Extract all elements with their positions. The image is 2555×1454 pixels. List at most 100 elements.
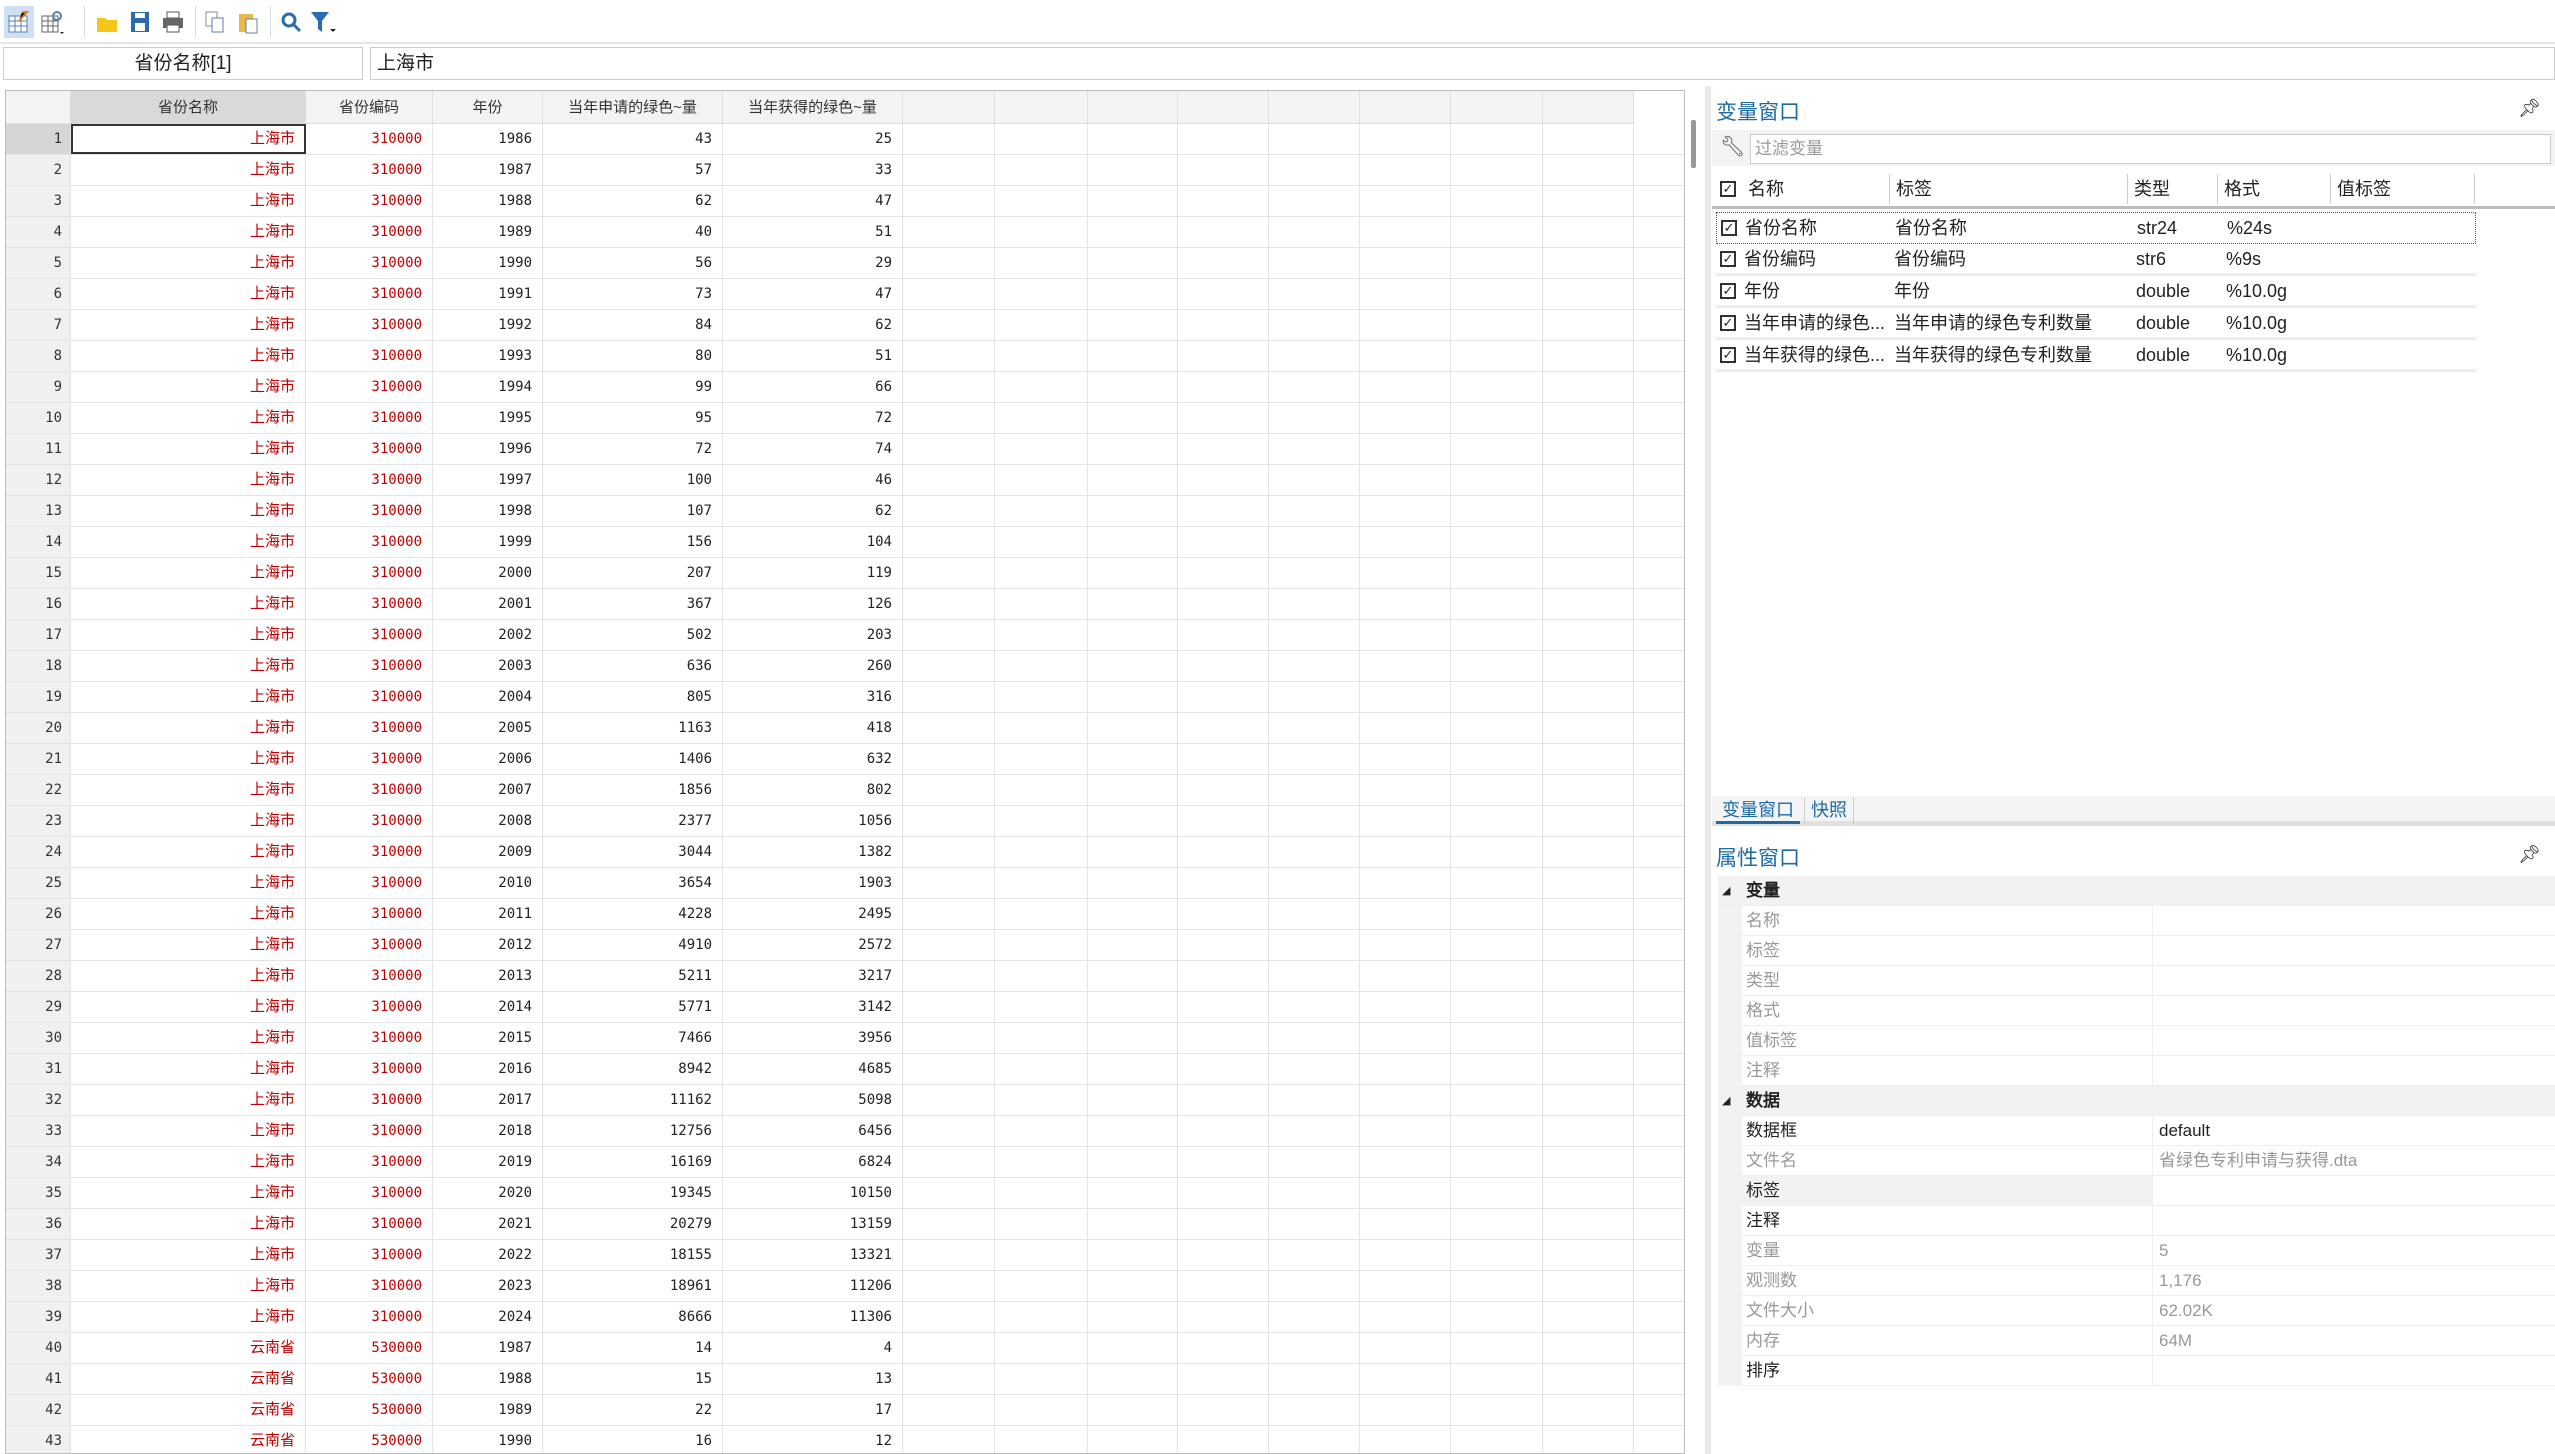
empty-cell[interactable] [1178,558,1269,588]
property-row[interactable]: 名称 [1718,906,2555,936]
empty-cell[interactable] [995,496,1088,526]
empty-cell[interactable] [903,1426,995,1453]
empty-cell[interactable] [995,682,1088,712]
cell-province-code[interactable]: 310000 [306,961,433,991]
empty-cell[interactable] [1543,372,1634,402]
empty-cell[interactable] [1543,1209,1634,1239]
cell-province-name[interactable]: 云南省 [71,1426,306,1453]
cell-applied[interactable]: 805 [543,682,723,712]
empty-cell[interactable] [1269,558,1360,588]
empty-cell[interactable] [1543,1395,1634,1425]
cell-applied[interactable]: 20279 [543,1209,723,1239]
empty-cell[interactable] [1543,310,1634,340]
variable-row[interactable]: ✓ 省份编码 省份编码 str6 %9s [1716,244,2476,276]
cell-granted[interactable]: 11206 [723,1271,903,1301]
cell-year[interactable]: 1990 [433,248,543,278]
cell-year[interactable]: 2014 [433,992,543,1022]
empty-cell[interactable] [1088,589,1178,619]
cell-province-name[interactable]: 上海市 [71,496,306,526]
select-all-checkbox[interactable]: ✓ [1720,181,1736,197]
empty-cell[interactable] [1088,155,1178,185]
cell-province-name[interactable]: 上海市 [71,558,306,588]
cell-province-code[interactable]: 310000 [306,1116,433,1146]
empty-cell[interactable] [995,899,1088,929]
empty-cell[interactable] [903,465,995,495]
cell-granted[interactable]: 74 [723,434,903,464]
empty-cell[interactable] [1269,186,1360,216]
cell-province-name[interactable]: 上海市 [71,930,306,960]
empty-cell[interactable] [1088,465,1178,495]
empty-cell[interactable] [1360,155,1451,185]
empty-cell[interactable] [1543,403,1634,433]
cell-year[interactable]: 1993 [433,341,543,371]
cell-province-name[interactable]: 上海市 [71,1054,306,1084]
pin-icon[interactable]: 📌︎ [2518,98,2541,118]
empty-cell[interactable] [1269,1178,1360,1208]
header-value-label[interactable]: 值标签 [2331,174,2475,204]
empty-cell[interactable] [1178,186,1269,216]
empty-cell[interactable] [1360,434,1451,464]
data-editor-edit-icon[interactable] [4,6,34,38]
empty-cell[interactable] [1543,930,1634,960]
cell-province-name[interactable]: 上海市 [71,1085,306,1115]
empty-cell[interactable] [1360,806,1451,836]
row-number[interactable]: 16 [6,589,71,619]
grid-vertical-scrollbar[interactable] [1689,110,1699,1450]
row-number[interactable]: 12 [6,465,71,495]
cell-province-code[interactable]: 310000 [306,868,433,898]
empty-cell[interactable] [1178,930,1269,960]
empty-cell[interactable] [1360,930,1451,960]
empty-cell[interactable] [1543,1271,1634,1301]
empty-cell[interactable] [1178,682,1269,712]
cell-granted[interactable]: 13321 [723,1240,903,1270]
empty-cell[interactable] [1360,558,1451,588]
empty-cell[interactable] [1543,1054,1634,1084]
cell-province-name[interactable]: 上海市 [71,403,306,433]
cell-province-name[interactable]: 云南省 [71,1395,306,1425]
empty-cell[interactable] [1178,992,1269,1022]
empty-cell[interactable] [1360,372,1451,402]
cell-province-code[interactable]: 310000 [306,465,433,495]
empty-cell[interactable] [1088,310,1178,340]
cell-year[interactable]: 2004 [433,682,543,712]
row-number[interactable]: 35 [6,1178,71,1208]
empty-cell[interactable] [903,1116,995,1146]
empty-cell[interactable] [1543,961,1634,991]
empty-cell[interactable] [1451,1023,1543,1053]
empty-cell[interactable] [1360,310,1451,340]
cell-year[interactable]: 2010 [433,868,543,898]
cell-province-name[interactable]: 上海市 [71,837,306,867]
empty-cell[interactable] [1451,837,1543,867]
row-number[interactable]: 40 [6,1333,71,1363]
row-number[interactable]: 43 [6,1426,71,1453]
cell-province-name[interactable]: 上海市 [71,1302,306,1332]
empty-cell[interactable] [1543,992,1634,1022]
empty-cell[interactable] [1088,372,1178,402]
cell-province-name[interactable]: 上海市 [71,868,306,898]
row-number[interactable]: 29 [6,992,71,1022]
cell-province-name[interactable]: 上海市 [71,248,306,278]
cell-province-code[interactable]: 310000 [306,930,433,960]
empty-cell[interactable] [1178,155,1269,185]
empty-cell[interactable] [995,1147,1088,1177]
empty-cell[interactable] [1451,372,1543,402]
empty-cell[interactable] [1360,403,1451,433]
empty-cell[interactable] [1088,899,1178,929]
row-number[interactable]: 42 [6,1395,71,1425]
empty-cell[interactable] [1088,620,1178,650]
cell-year[interactable]: 1988 [433,1364,543,1394]
empty-cell[interactable] [1269,1302,1360,1332]
empty-cell[interactable] [1451,1116,1543,1146]
cell-applied[interactable]: 18961 [543,1271,723,1301]
empty-cell[interactable] [1451,806,1543,836]
cell-year[interactable]: 2013 [433,961,543,991]
cell-applied[interactable]: 4228 [543,899,723,929]
row-number[interactable]: 13 [6,496,71,526]
empty-cell[interactable] [1451,1147,1543,1177]
empty-cell[interactable] [1088,1178,1178,1208]
empty-cell[interactable] [1269,527,1360,557]
empty-cell[interactable] [1088,713,1178,743]
empty-cell[interactable] [1178,806,1269,836]
empty-cell[interactable] [1269,124,1360,154]
empty-cell[interactable] [1451,248,1543,278]
